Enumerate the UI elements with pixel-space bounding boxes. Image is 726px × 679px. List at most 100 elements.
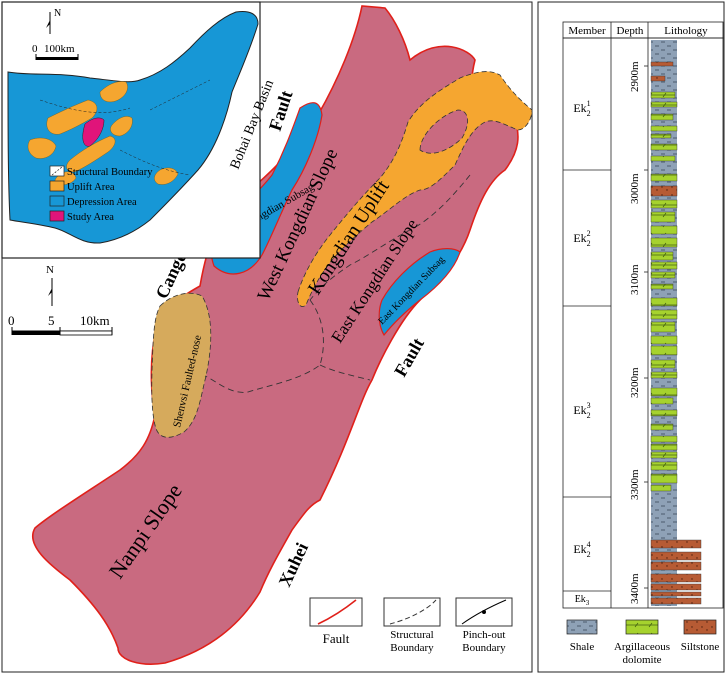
siltstone-bed bbox=[650, 573, 702, 583]
member-label: Ek23 bbox=[573, 401, 590, 420]
dolomite-bed bbox=[650, 423, 674, 431]
member-label: Ek22 bbox=[573, 229, 590, 248]
siltstone-bed bbox=[650, 551, 702, 561]
legend-dolomite-label-2: dolomite bbox=[622, 654, 661, 666]
dolomite-bed bbox=[650, 271, 676, 279]
scale-tick-10: 10km bbox=[80, 313, 110, 328]
dolomite-bed bbox=[650, 484, 672, 492]
lithology-beds bbox=[650, 61, 702, 605]
legend-siltstone-swatch bbox=[683, 619, 717, 635]
legend-structural-label-2: Boundary bbox=[390, 642, 434, 654]
siltstone-bed bbox=[650, 561, 702, 571]
siltstone-bed bbox=[650, 185, 678, 197]
dolomite-bed bbox=[650, 237, 678, 248]
legend-dolomite-swatch bbox=[625, 619, 659, 635]
inset-study-area bbox=[82, 117, 105, 147]
member-label: Ek24 bbox=[573, 540, 590, 559]
inset-uplift-areas bbox=[27, 81, 179, 185]
inset-structural-boundaries bbox=[39, 79, 211, 176]
main-map: N 0 5 10km Fault Cangdong Fault Xuhei We… bbox=[1, 1, 533, 673]
scale-tick-5: 5 bbox=[48, 313, 55, 328]
strat-column-panel: Member Depth Lithology Ek21 Ek22 Ek23 Ek… bbox=[537, 1, 725, 673]
depth-label: 3100m bbox=[629, 264, 641, 295]
dolomite-bed bbox=[650, 335, 678, 345]
legend-depression-area: Depression Area bbox=[67, 197, 137, 208]
dolomite-bed bbox=[650, 409, 678, 417]
dolomite-bed bbox=[650, 309, 678, 320]
main-north-arrow: N bbox=[46, 264, 54, 306]
header-lithology: Lithology bbox=[664, 25, 708, 37]
legend-uplift-area: Uplift Area bbox=[67, 182, 115, 193]
siltstone-bed bbox=[650, 61, 674, 67]
header-member: Member bbox=[568, 25, 606, 37]
inset-legend: Structural Boundary Uplift Area Depressi… bbox=[49, 165, 153, 223]
inset-scale-bar: 0 100km bbox=[32, 43, 79, 60]
legend-fault-label: Fault bbox=[323, 631, 350, 646]
depth-label: 2900m bbox=[629, 61, 641, 92]
dolomite-bed bbox=[650, 451, 678, 459]
dolomite-bed bbox=[650, 91, 676, 99]
header-depth: Depth bbox=[617, 25, 644, 37]
depth-label: 3400m bbox=[629, 573, 641, 604]
legend-pinchout-label-2: Boundary bbox=[462, 642, 506, 654]
siltstone-bed bbox=[650, 597, 702, 605]
main-scale-bar: 0 5 10km bbox=[8, 313, 113, 336]
dolomite-bed bbox=[650, 199, 678, 209]
dolomite-bed bbox=[650, 371, 678, 379]
member-labels: Ek21 Ek22 Ek23 Ek24 Ek3 bbox=[573, 99, 590, 607]
siltstone-bed bbox=[650, 591, 702, 597]
legend-siltstone-label: Siltstone bbox=[681, 641, 720, 653]
legend-pinchout-label-1: Pinch-out bbox=[463, 629, 506, 641]
column-legend: Shale Argillaceous dolomite Siltstone bbox=[566, 619, 720, 666]
dolomite-bed bbox=[650, 155, 676, 162]
dolomite-bed bbox=[650, 143, 678, 151]
structural-boundaries bbox=[204, 174, 471, 393]
legend-shale-swatch bbox=[566, 619, 598, 635]
dolomite-bed bbox=[650, 387, 678, 397]
scale-tick-0: 0 bbox=[8, 313, 15, 328]
legend-study-area: Study Area bbox=[67, 212, 114, 223]
inset-north-arrow: N bbox=[46, 8, 61, 34]
inset-north-label: N bbox=[54, 8, 61, 19]
shenvsi-faulted-nose-region bbox=[151, 292, 212, 438]
dolomite-bed bbox=[650, 113, 674, 121]
dolomite-bed bbox=[650, 261, 678, 270]
siltstone-bed bbox=[650, 539, 702, 549]
inset-map: Bohai Bay Basin N 0 100km Structural Bou… bbox=[1, 1, 277, 259]
member-label: Ek3 bbox=[575, 594, 590, 607]
dolomite-bed bbox=[650, 297, 678, 307]
depth-label: 3000m bbox=[629, 173, 641, 204]
east-kongdian-subsag-region bbox=[378, 248, 461, 337]
inset-scale-label: 100km bbox=[44, 43, 75, 55]
column-frame bbox=[537, 1, 725, 673]
dolomite-bed bbox=[650, 133, 672, 139]
dolomite-bed bbox=[650, 461, 678, 471]
depth-labels: 2900m 3000m 3100m 3200m 3300m 3400m bbox=[629, 61, 641, 604]
dolomite-bed bbox=[650, 397, 674, 405]
dolomite-bed bbox=[650, 473, 678, 484]
legend-shale-label: Shale bbox=[570, 641, 595, 653]
legend-structural-label-1: Structural bbox=[390, 629, 433, 641]
main-north-label: N bbox=[46, 264, 54, 276]
depth-label: 3200m bbox=[629, 367, 641, 398]
depth-label: 3300m bbox=[629, 469, 641, 500]
inset-scale-zero: 0 bbox=[32, 43, 38, 55]
inset-basin-shape bbox=[7, 11, 259, 244]
dolomite-bed bbox=[650, 211, 676, 223]
siltstone-bed bbox=[650, 75, 666, 82]
dolomite-bed bbox=[650, 101, 678, 108]
legend-dolomite-label-1: Argillaceous bbox=[614, 641, 670, 653]
legend-structural-box bbox=[383, 597, 441, 627]
dolomite-bed bbox=[650, 321, 676, 333]
dolomite-bed bbox=[650, 283, 674, 290]
dolomite-bed bbox=[650, 359, 676, 369]
dolomite-bed bbox=[650, 125, 678, 132]
dolomite-bed bbox=[650, 173, 678, 182]
member-label: Ek21 bbox=[573, 99, 590, 118]
kongdian-uplift-region bbox=[297, 71, 533, 307]
dolomite-bed bbox=[650, 345, 678, 356]
siltstone-bed bbox=[650, 583, 702, 591]
dolomite-bed bbox=[650, 225, 678, 235]
dolomite-bed bbox=[650, 443, 678, 451]
map-legend: Fault Structural Boundary Pinch-out Boun… bbox=[309, 597, 513, 654]
